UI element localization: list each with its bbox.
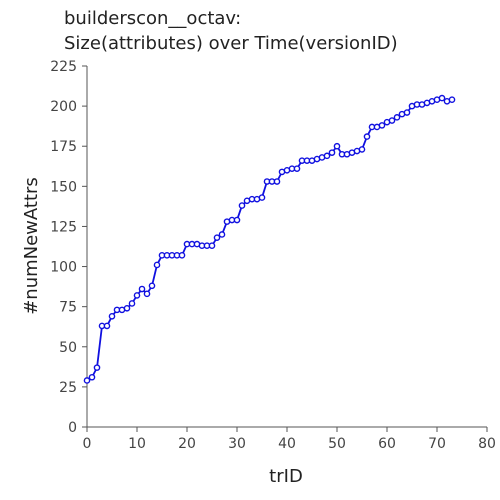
- x-tick-label: 80: [478, 436, 496, 452]
- data-point: [208, 242, 216, 249]
- data-point: [133, 292, 141, 299]
- x-tick-label: 60: [378, 436, 396, 452]
- data-point: [333, 142, 341, 150]
- data-point: [448, 96, 456, 103]
- x-tick-label: 20: [178, 436, 196, 452]
- plot-area: [83, 94, 456, 384]
- x-tick-label: 50: [328, 436, 346, 452]
- data-point: [103, 322, 111, 330]
- data-point: [128, 300, 136, 307]
- chart-title-line2: Size(attributes) over Time(versionID): [64, 33, 398, 54]
- data-point: [393, 114, 401, 121]
- data-point: [358, 146, 366, 153]
- ticks: 0 10 20 30 40 50 60 70 80 0 25 50 75 100 125 150 175 200 2…: [50, 59, 496, 452]
- chart-title-line1: builderscon__octav:: [64, 8, 242, 29]
- data-point: [83, 377, 91, 384]
- series-line: [86, 97, 453, 382]
- data-point: [93, 364, 101, 371]
- x-tick-label: 0: [83, 436, 92, 452]
- data-point: [363, 133, 371, 140]
- data-point: [258, 194, 266, 201]
- data-point: [328, 149, 336, 156]
- axes: [86, 66, 487, 428]
- data-point: [378, 122, 386, 129]
- chart-title: builderscon__octav: Size(attributes) ove…: [64, 6, 398, 56]
- data-point: [323, 152, 331, 160]
- data-point: [293, 165, 301, 172]
- data-point: [178, 252, 186, 259]
- data-point: [213, 234, 221, 241]
- data-point: [273, 178, 281, 185]
- y-tick-label: 125: [50, 219, 77, 235]
- data-point: [138, 285, 146, 293]
- x-tick-label: 70: [428, 436, 446, 452]
- y-tick-label: 0: [68, 420, 77, 436]
- x-tick-label: 10: [128, 436, 146, 452]
- data-point: [123, 304, 131, 312]
- y-axis-label: #numNewAttrs: [21, 177, 42, 315]
- y-tick-label: 225: [50, 59, 77, 75]
- data-point: [403, 109, 411, 116]
- data-point: [238, 202, 246, 209]
- x-tick-label: 30: [228, 436, 246, 452]
- y-tick-label: 150: [50, 179, 77, 195]
- data-point: [88, 373, 96, 381]
- y-tick-label: 100: [50, 260, 77, 276]
- y-tick-label: 175: [50, 139, 77, 155]
- x-axis-label: trID: [269, 466, 303, 487]
- data-point: [388, 117, 396, 124]
- y-tick-label: 75: [59, 300, 77, 316]
- data-point: [108, 312, 116, 320]
- data-point: [148, 282, 156, 290]
- x-tick-label: 40: [278, 436, 296, 452]
- data-point: [438, 94, 446, 102]
- y-tick-label: 25: [59, 380, 77, 396]
- data-point: [143, 290, 151, 298]
- data-point: [153, 261, 161, 269]
- data-point: [233, 216, 241, 224]
- y-tick-label: 50: [59, 340, 77, 356]
- data-point: [218, 231, 226, 238]
- y-tick-label: 200: [50, 99, 77, 115]
